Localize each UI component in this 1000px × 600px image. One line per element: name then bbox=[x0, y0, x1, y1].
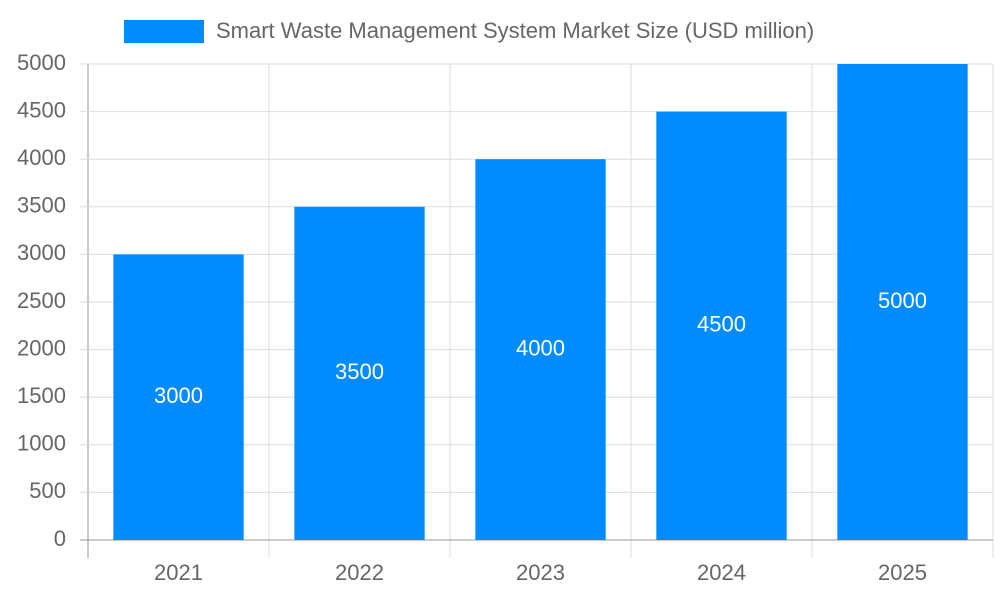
y-tick-label: 1500 bbox=[17, 383, 66, 408]
value-label: 3000 bbox=[154, 383, 203, 408]
bar bbox=[475, 159, 606, 540]
y-tick-label: 0 bbox=[54, 526, 66, 551]
x-tick-label: 2025 bbox=[878, 560, 927, 585]
y-tick-label: 3500 bbox=[17, 193, 66, 218]
y-tick-label: 5000 bbox=[17, 50, 66, 75]
x-tick-label: 2021 bbox=[154, 560, 203, 585]
value-label: 3500 bbox=[335, 359, 384, 384]
bar bbox=[294, 206, 425, 541]
y-tick-label: 3000 bbox=[17, 240, 66, 265]
legend-swatch bbox=[124, 20, 204, 43]
value-label: 4000 bbox=[516, 335, 565, 360]
value-label: 4500 bbox=[697, 312, 746, 337]
y-tick-label: 2000 bbox=[17, 335, 66, 360]
x-tick-label: 2023 bbox=[516, 560, 565, 585]
y-tick-label: 500 bbox=[29, 478, 66, 503]
legend-label: Smart Waste Management System Market Siz… bbox=[216, 18, 814, 43]
y-tick-label: 4000 bbox=[17, 145, 66, 170]
x-tick-label: 2022 bbox=[335, 560, 384, 585]
y-tick-label: 1000 bbox=[17, 431, 66, 456]
bar bbox=[113, 254, 244, 540]
y-tick-label: 4500 bbox=[17, 97, 66, 122]
bar bbox=[837, 64, 968, 540]
bar bbox=[656, 111, 787, 540]
value-label: 5000 bbox=[878, 288, 927, 313]
y-tick-label: 2500 bbox=[17, 288, 66, 313]
x-tick-label: 2024 bbox=[697, 560, 746, 585]
